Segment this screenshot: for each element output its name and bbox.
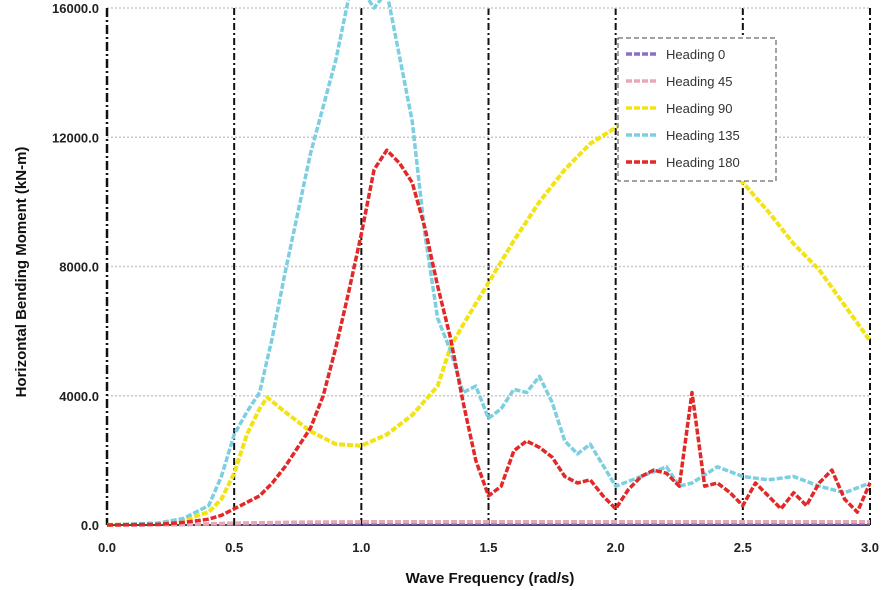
x-tick-label: 2.0 — [607, 540, 625, 555]
y-tick-label: 16000.0 — [52, 1, 99, 16]
legend-label: Heading 135 — [666, 128, 740, 143]
x-tick-label: 0.5 — [225, 540, 243, 555]
axes — [105, 8, 870, 526]
x-tick-label: 3.0 — [861, 540, 879, 555]
y-tick-label: 4000.0 — [59, 389, 99, 404]
y-tick-label: 8000.0 — [59, 260, 99, 275]
x-tick-label: 1.5 — [479, 540, 497, 555]
tick-labels: 0.0 0.5 1.0 1.5 2.0 2.5 3.0 0.0 4000.0 8000.0 1200… — [52, 1, 879, 555]
legend: Heading 0 Heading 45 Heading 90 Heading 135… — [617, 37, 777, 182]
y-tick-label: 0.0 — [81, 518, 99, 533]
series-line-heading-180 — [106, 148, 872, 527]
series-line-heading-135 — [106, 0, 871, 527]
legend-label: Heading 180 — [666, 155, 740, 170]
y-axis-title: Horizontal Bending Moment (kN-m) — [13, 147, 30, 398]
x-tick-label: 1.0 — [352, 540, 370, 555]
x-tick-label: 2.5 — [734, 540, 752, 555]
x-tick-label: 0.0 — [98, 540, 116, 555]
series-line-heading-45 — [106, 520, 870, 527]
x-axis-title: Wave Frequency (rad/s) — [406, 570, 575, 587]
grid — [107, 7, 871, 525]
legend-label: Heading 45 — [666, 74, 733, 89]
y-tick-label: 12000.0 — [52, 130, 99, 145]
legend-box — [617, 37, 777, 182]
legend-label: Heading 0 — [666, 47, 725, 62]
legend-label: Heading 90 — [666, 101, 733, 116]
